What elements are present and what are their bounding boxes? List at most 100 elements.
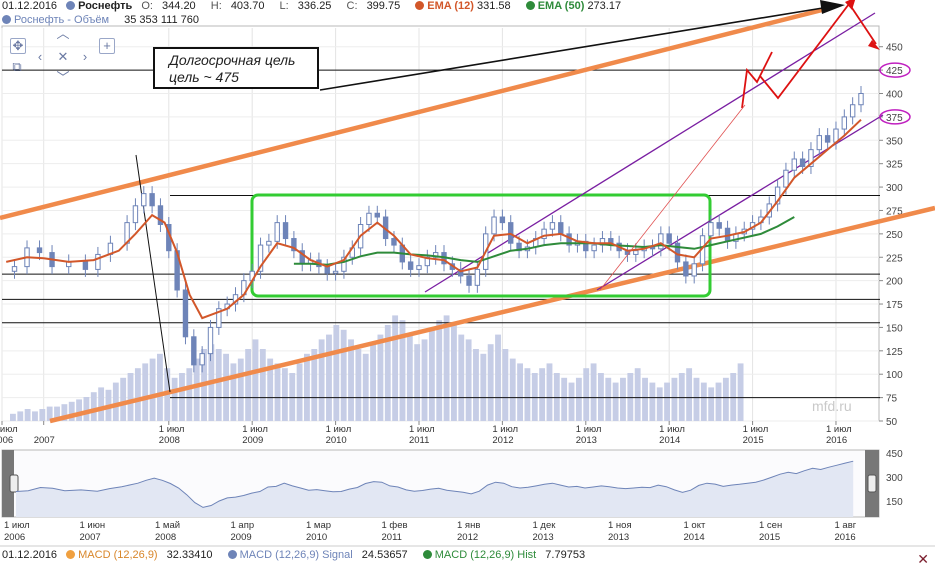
volume-bar — [32, 411, 38, 421]
candle-body — [392, 239, 396, 246]
volume-bar — [701, 383, 707, 421]
navigator-x-label: 2009 — [231, 532, 252, 543]
volume-bar — [679, 373, 685, 421]
candle-body — [375, 213, 379, 217]
hist-legend: MACD (12,26,9) Hist 7.79753 — [423, 549, 591, 561]
candle-body — [692, 264, 696, 276]
hist-dot-icon — [423, 550, 432, 559]
y-tick-label: 75 — [886, 394, 898, 405]
candle-body — [550, 223, 554, 230]
target-arrow-head — [820, 0, 845, 14]
volume-bar — [738, 363, 744, 421]
navigator-x-label: 1 янв — [457, 520, 480, 531]
candle-body — [709, 223, 713, 236]
volume-bar — [716, 383, 722, 421]
nav-up-icon[interactable]: ︿ — [56, 27, 70, 41]
navigator-x-label: 2006 — [4, 532, 25, 543]
nav-down-icon[interactable]: ﹀ — [56, 71, 70, 85]
volume-bar — [473, 349, 479, 421]
navigator-x-label: 2010 — [306, 532, 327, 543]
candle-body — [408, 262, 412, 269]
volume-bar — [672, 378, 678, 421]
volume-bar — [547, 363, 553, 421]
candle-body — [200, 354, 204, 365]
volume-bar — [150, 359, 156, 421]
x-tick-label: 2009 — [242, 435, 263, 446]
candle-body — [825, 136, 829, 143]
volume-bar — [407, 335, 413, 421]
volume-bar — [686, 368, 692, 421]
volume-bar — [488, 344, 494, 421]
y-tick-label: 400 — [886, 90, 903, 101]
y-tick-label: 425 — [886, 66, 903, 77]
nav-right-icon[interactable]: › — [78, 50, 92, 64]
navigator-x-label: 1 май — [155, 520, 180, 531]
signal-dot-icon — [228, 550, 237, 559]
volume-bar — [613, 383, 619, 421]
signal-legend: MACD (12,26,9) Signal 24.53657 — [228, 549, 414, 561]
x-tick-label: 1 июл — [0, 424, 18, 435]
volume-bar — [598, 373, 604, 421]
volume-bar — [561, 378, 567, 421]
x-tick-label: 1 июл — [326, 424, 352, 435]
y-tick-label: 250 — [886, 230, 903, 241]
candle-body — [96, 254, 100, 269]
volume-bar — [370, 344, 376, 421]
zoom-in-button[interactable]: + — [99, 38, 115, 54]
volume-bar — [10, 414, 16, 421]
volume-bar — [348, 339, 354, 421]
x-tick-label: 2013 — [576, 435, 597, 446]
volume-bar — [355, 349, 361, 421]
volume-bar — [422, 339, 428, 421]
volume-bar — [245, 349, 251, 421]
y-tick-label: 125 — [886, 347, 903, 358]
candle-body — [417, 266, 421, 270]
pan-move-button[interactable]: ✥ — [10, 38, 26, 54]
macd-legend: MACD (12,26,9) 32.33410 — [66, 549, 218, 561]
zoom-fit-icon[interactable]: ⧉ — [10, 60, 24, 74]
x-tick-label: 1 июл — [242, 424, 268, 435]
navigator-x-label: 1 мар — [306, 520, 331, 531]
volume-bar — [730, 373, 736, 421]
volume-bar — [525, 368, 531, 421]
x-tick-label: 1 июл — [743, 424, 769, 435]
candle-body — [500, 217, 504, 223]
volume-bar — [576, 378, 582, 421]
navigator-y-label: 300 — [886, 473, 903, 484]
volume-bar — [539, 368, 545, 421]
y-tick-label: 200 — [886, 277, 903, 288]
volume-bar — [128, 373, 134, 421]
x-tick-label: 2016 — [826, 435, 847, 446]
volume-bar — [502, 349, 508, 421]
volume-bar — [253, 339, 259, 421]
macd-dot-icon — [66, 550, 75, 559]
candle-body — [800, 159, 804, 166]
candle-body — [37, 248, 41, 253]
y-tick-label: 225 — [886, 253, 903, 264]
volume-bar — [436, 320, 442, 421]
close-icon[interactable]: ✕ — [917, 551, 929, 568]
volume-bar — [326, 335, 332, 421]
navigator-x-label: 1 дек — [533, 520, 557, 531]
volume-bar — [363, 354, 369, 421]
volume-bar — [238, 359, 244, 421]
volume-bar — [392, 315, 398, 421]
x-tick-label: 2006 — [0, 435, 13, 446]
y-tick-label: 50 — [886, 417, 898, 428]
annotation-line1: Долгосрочная цель — [169, 52, 317, 69]
x-tick-label: 2014 — [659, 435, 680, 446]
navigator-x-label: 2015 — [759, 532, 780, 543]
volume-bar — [194, 359, 200, 421]
volume-bar — [289, 373, 295, 421]
volume-bar — [142, 363, 148, 421]
nav-reset-icon[interactable]: ✕ — [56, 50, 70, 64]
nav-left-icon[interactable]: ‹ — [33, 50, 47, 64]
macd-header: 01.12.2016 MACD (12,26,9) 32.33410 MACD … — [2, 549, 597, 562]
candle-body — [475, 269, 479, 285]
y-tick-label: 300 — [886, 183, 903, 194]
volume-bar — [91, 392, 97, 421]
volume-bar — [517, 363, 523, 421]
navigator-x-label: 1 фев — [382, 520, 408, 531]
x-tick-label: 2015 — [743, 435, 764, 446]
